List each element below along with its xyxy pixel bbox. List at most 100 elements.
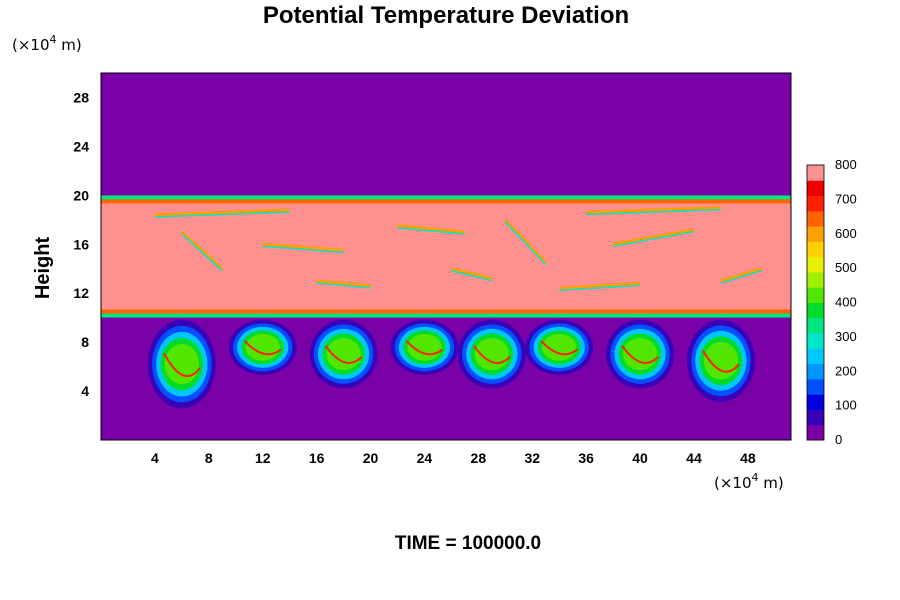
y-axis-label: Height [32,237,54,300]
plume-curl [162,352,201,378]
heatmap-plot-area [100,72,792,441]
warm-streak [316,279,371,288]
plume-curl [702,350,740,373]
heatmap-plume [525,319,594,375]
colorbar-swatch [807,180,824,197]
colorbar-tick-label: 100 [835,398,857,413]
warm-streak-edge [181,233,223,272]
warm-streak-edge [504,221,547,266]
colorbar-swatch [807,302,824,319]
x-tick-label: 48 [740,450,756,466]
heatmap-plume [228,319,297,375]
warm-streak [586,206,721,214]
colorbar-swatch [807,210,824,227]
colorbar-swatch [807,317,824,334]
plume-layer [164,344,200,385]
colorbar-tick-label: 600 [835,226,857,241]
colorbar-swatch [807,256,824,273]
warm-streak [262,242,344,252]
x-unit-exp: 4 [752,471,759,484]
warm-streak [180,230,224,270]
warm-streak-edge [154,211,290,218]
colorbar-swatch [807,348,824,365]
colorbar-tick-label: 400 [835,295,857,310]
x-tick-label: 40 [632,450,648,466]
warm-streak-edge [451,270,492,282]
plot-frame [100,72,792,441]
plume-curl [243,340,282,356]
plume-curl [324,345,363,364]
x-tick-label: 8 [205,450,213,466]
y-tick-label: 20 [73,187,89,203]
x-tick-label: 28 [471,450,487,466]
heatmap-plume [457,319,526,389]
warm-streak [397,224,466,234]
heatmap-plume [309,319,378,389]
chart-title: Potential Temperature Deviation [263,2,629,29]
colorbar-swatch [807,409,824,426]
colorbar-tick-label: 800 [835,157,857,172]
x-tick-label: 24 [417,450,433,466]
heatmap-plume [147,319,216,409]
y-tick-label: 12 [73,285,89,301]
x-tick-label: 16 [309,450,325,466]
colorbar-swatch [807,424,824,441]
colorbar-frame [806,164,825,441]
warm-streak [612,228,695,246]
x-tick-label: 32 [524,450,540,466]
plume-curl [473,345,511,364]
warm-layer [101,203,791,310]
y-tick-label: 24 [73,138,89,154]
heatmap-plume [686,319,755,402]
colorbar-swatch [807,378,824,395]
colorbar-swatch [807,195,824,212]
x-axis-unit: (×104 m) [714,471,784,492]
warm-streak [559,281,641,290]
x-tick-label: 12 [255,450,271,466]
plume-curl [405,340,444,356]
y-unit-base: (×10 [12,36,50,54]
x-tick-label: 4 [151,450,159,466]
time-label: TIME = 100000.0 [395,533,541,554]
colorbar-swatch [807,271,824,288]
heatmap-plume [606,319,675,389]
colorbar-swatch [807,165,824,181]
warm-streak-edge [559,284,641,292]
colorbar-swatch [807,241,824,258]
colorbar-swatch [807,287,824,303]
x-tick-label: 36 [578,450,594,466]
y-tick-label: 4 [81,383,89,399]
x-unit-tail: m) [759,474,784,492]
warm-streak [720,267,762,283]
colorbar-tick-label: 200 [835,363,857,378]
colorbar: 0 100 200 300 400 500 600 700 800 [806,157,857,447]
warm-streak-edge [720,270,762,284]
y-tick-label: 16 [73,236,89,252]
warm-streak-edge [586,208,721,216]
colorbar-tick-label: 0 [835,432,842,447]
warm-streak-edge [316,282,371,289]
plume-curl [540,340,578,356]
y-tick-label: 8 [81,334,89,350]
warm-streak-edge [612,230,695,248]
warm-streak-edge [262,245,344,254]
y-axis-unit: (×104 m) [12,33,82,54]
warm-streak [504,218,547,264]
heatmap-plume [390,319,459,375]
colorbar-swatch [807,226,824,242]
x-unit-base: (×10 [714,474,752,492]
warm-streak [451,267,493,280]
plume-curl [621,345,659,364]
x-axis-ticks: 4 8 12 16 20 24 28 32 36 40 44 48 [151,450,756,466]
warm-streak [154,208,290,217]
colorbar-tick-label: 700 [835,191,857,206]
colorbar-swatch [807,363,824,380]
y-axis-ticks: 4 8 12 16 20 24 28 [73,89,89,399]
x-tick-label: 44 [686,450,702,466]
colorbar-swatch [807,394,824,410]
colorbar-swatch [807,333,824,349]
y-unit-tail: m) [57,36,82,54]
y-unit-exp: 4 [50,33,57,46]
warm-streak-edge [397,227,465,235]
